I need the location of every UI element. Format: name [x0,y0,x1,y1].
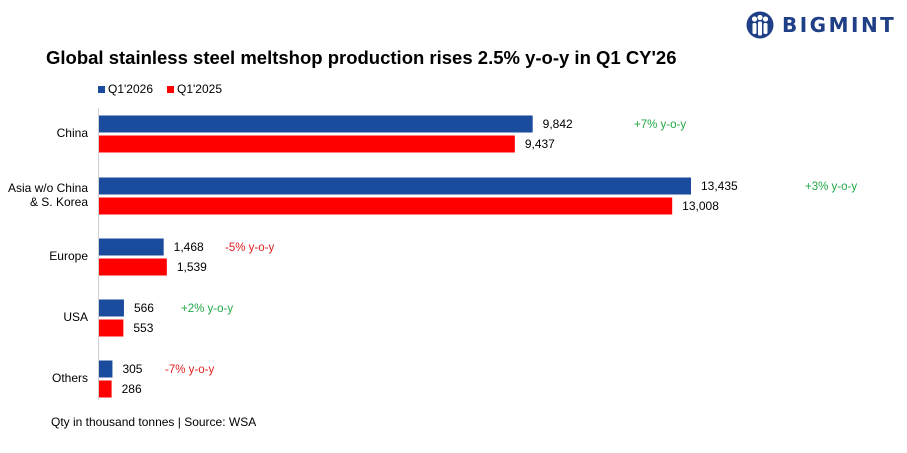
bar-q1-2025 [99,258,167,276]
chart-legend: Q1'2026 Q1'2025 [98,82,236,96]
bar-q1-2026 [99,238,164,256]
bar-q1-2025 [99,380,112,398]
category-label: Europe [49,249,88,263]
data-label: 13,008 [682,199,719,213]
brand-name: BIGMINT [782,13,897,37]
data-label: 9,437 [525,137,555,151]
category-label-line: Europe [49,249,88,263]
category-label: Asia w/o China & S. Korea [8,181,88,209]
yoy-annotation: +2% y-o-y [181,303,233,315]
bar-q1-2025 [99,319,124,337]
legend-item-q1-2025: Q1'2025 [167,82,222,96]
data-label: 553 [133,321,153,335]
yoy-annotation: -7% y-o-y [165,364,214,376]
legend-label-q1-2025: Q1'2025 [177,82,222,96]
category-label: USA [63,310,88,324]
data-label: 1,468 [174,240,204,254]
chart-title: Global stainless steel meltshop producti… [46,47,677,68]
legend-swatch-q1-2025 [167,85,174,93]
data-label: 9,842 [543,117,573,131]
bar-q1-2026 [99,360,113,378]
yoy-annotation: -5% y-o-y [225,242,274,254]
bar-q1-2025 [99,135,515,153]
category-label: Others [52,371,88,385]
legend-item-q1-2026: Q1'2026 [98,82,153,96]
category-label-line: & S. Korea [30,195,88,209]
category-label-line: China [57,126,89,140]
data-label: 13,435 [701,179,738,193]
data-label: 286 [122,382,142,396]
legend-swatch-q1-2026 [98,85,105,93]
data-label: 305 [122,362,142,376]
bigmint-logo-icon [746,11,774,39]
bar-q1-2026 [99,115,533,133]
bar-q1-2026 [99,177,691,195]
footnote: Qty in thousand tonnes | Source: WSA [51,415,257,429]
category-label: China [57,126,89,140]
yoy-annotation: +7% y-o-y [634,119,686,131]
legend-label-q1-2026: Q1'2026 [108,82,153,96]
bar-q1-2025 [99,197,673,215]
category-label-line: Others [52,371,88,385]
data-label: 1,539 [177,260,207,274]
category-label-line: USA [63,310,88,324]
brand-logo: BIGMINT [746,10,896,40]
yoy-annotation: +3% y-o-y [805,181,857,193]
category-label-line: Asia w/o China [8,181,88,195]
data-label: 566 [134,301,154,315]
bar-q1-2026 [99,299,124,317]
